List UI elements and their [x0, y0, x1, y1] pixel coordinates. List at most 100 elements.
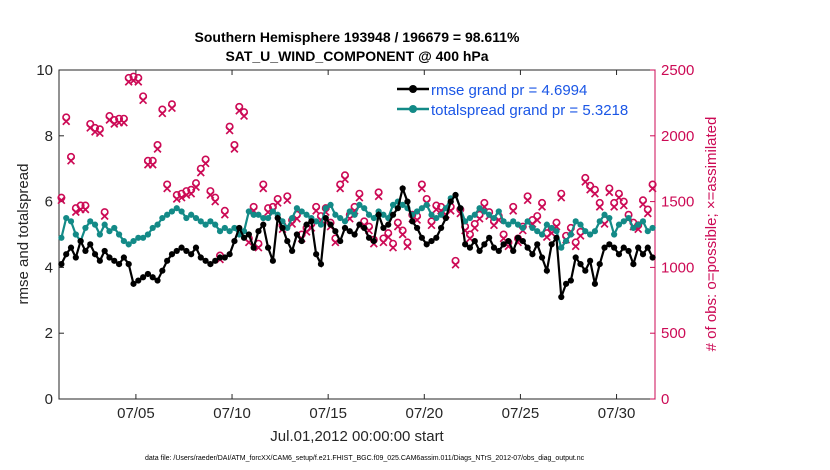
obs-assimilated-marker — [595, 202, 604, 211]
totalspread-point — [183, 214, 190, 222]
totalspread-point — [101, 221, 108, 228]
rmse-point — [207, 261, 214, 268]
rmse-point — [188, 251, 195, 258]
totalspread-point — [481, 208, 488, 215]
rmse-point — [303, 221, 310, 228]
obs-series — [57, 72, 657, 269]
obs-assimilated-marker — [648, 184, 657, 193]
totalspread-point — [106, 228, 113, 235]
rmse-point — [399, 185, 406, 192]
rmse-point — [452, 191, 459, 199]
rmse-point — [495, 247, 502, 255]
legend-spread-marker — [409, 105, 417, 113]
rmse-point — [601, 244, 608, 251]
rmse-point — [173, 247, 180, 255]
totalspread-point — [438, 211, 445, 218]
totalspread-point — [144, 231, 152, 238]
obs-assimilated-marker — [509, 206, 518, 215]
y-right-tick-label: 0 — [661, 391, 669, 408]
totalspread-point — [529, 224, 536, 232]
totalspread-point — [548, 224, 555, 232]
rmse-point — [413, 224, 421, 232]
totalspread-point — [125, 241, 132, 248]
obs-assimilated-marker — [374, 192, 383, 201]
obs-assimilated-marker — [389, 243, 398, 252]
totalspread-point — [135, 234, 142, 241]
obs-assimilated-marker — [139, 96, 148, 105]
rmse-point — [572, 254, 579, 261]
rmse-point — [212, 257, 219, 264]
rmse-point — [418, 234, 425, 241]
totalspread-point — [596, 218, 603, 225]
totalspread-point — [433, 214, 440, 222]
rmse-point — [538, 254, 546, 261]
totalspread-point — [87, 218, 94, 225]
obs-assimilated-marker — [95, 129, 104, 138]
rmse-point — [615, 251, 623, 258]
obs-assimilated-marker — [62, 117, 71, 126]
totalspread-point — [591, 228, 599, 235]
totalspread-point — [611, 231, 618, 238]
y-left-tick-label: 2 — [45, 325, 53, 342]
x-tick-label: 07/10 — [213, 405, 251, 422]
totalspread-point — [341, 218, 349, 225]
totalspread-point — [322, 205, 329, 212]
obs-assimilated-marker — [523, 196, 532, 205]
rmse-point — [101, 247, 108, 255]
totalspread-point — [130, 237, 137, 245]
obs-assimilated-marker — [230, 144, 239, 153]
totalspread-point — [514, 221, 522, 228]
legend-rmse-text: rmse grand pr = 4.6994 — [431, 82, 587, 99]
rmse-point — [587, 257, 594, 264]
obs-assimilated-marker — [533, 216, 542, 225]
rmse-point — [423, 241, 430, 248]
totalspread-point — [159, 214, 166, 222]
obs-assimilated-marker — [336, 184, 345, 193]
totalspread-point — [495, 208, 502, 215]
rmse-point — [635, 244, 642, 251]
rmse-point — [130, 280, 137, 287]
rmse-point — [260, 221, 267, 228]
totalspread-point — [96, 231, 103, 238]
totalspread-point — [562, 237, 570, 245]
rmse-point — [72, 254, 79, 261]
x-tick-label: 07/25 — [502, 405, 540, 422]
rmse-point — [120, 254, 127, 261]
obs-assimilated-marker — [201, 159, 210, 168]
rmse-point — [649, 254, 656, 261]
obs-assimilated-marker — [225, 126, 234, 135]
y-right-tick-label: 1500 — [661, 194, 694, 211]
rmse-point — [115, 261, 123, 268]
totalspread-point — [567, 231, 574, 238]
totalspread-point — [327, 201, 334, 208]
rmse-point — [490, 244, 498, 251]
rmse-point — [58, 261, 65, 268]
obs-assimilated-marker — [283, 196, 292, 205]
totalspread-point — [413, 208, 421, 215]
rmse-point — [269, 257, 276, 264]
rmse-point — [577, 261, 584, 268]
totalspread-series — [58, 191, 656, 251]
totalspread-point — [524, 218, 531, 225]
rmse-point — [140, 274, 147, 281]
rmse-point — [505, 237, 512, 245]
totalspread-point — [630, 224, 637, 232]
y-axis-right: 0 500 1000 1500 2000 2500 — [650, 62, 694, 408]
legend-rmse-marker — [409, 85, 417, 93]
totalspread-point — [337, 214, 344, 222]
totalspread-point — [67, 218, 75, 225]
rmse-point — [322, 214, 329, 222]
rmse-point — [106, 254, 113, 261]
rmse-series — [58, 184, 656, 301]
totalspread-point — [418, 205, 425, 212]
rmse-point — [524, 244, 531, 251]
chart-title-line1: Southern Hemisphere 193948 / 196679 = 98… — [195, 29, 520, 45]
rmse-point — [462, 241, 469, 248]
totalspread-point — [207, 218, 214, 225]
totalspread-point — [356, 201, 363, 208]
totalspread-point — [226, 228, 233, 235]
rmse-point — [164, 257, 171, 264]
rmse-point — [447, 198, 454, 205]
rmse-point — [394, 205, 401, 212]
rmse-point — [240, 234, 248, 241]
